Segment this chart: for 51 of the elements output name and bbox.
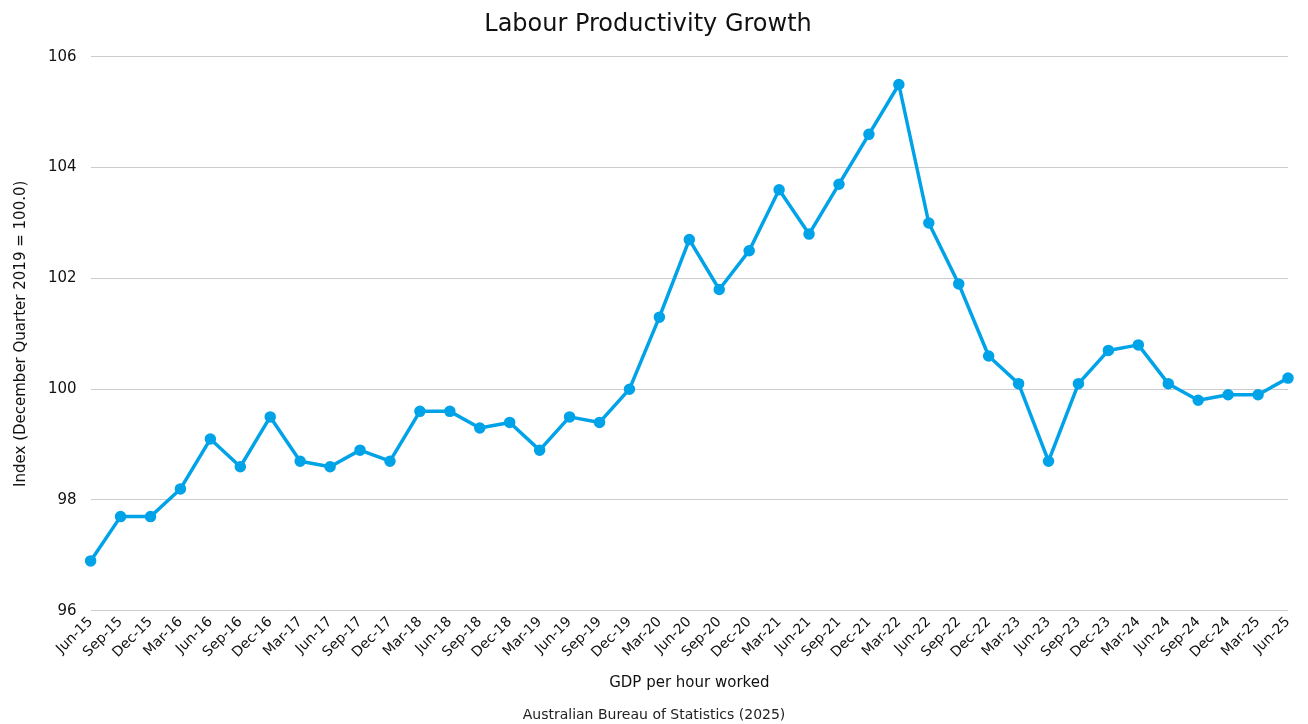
y-tick-label: 100 bbox=[47, 379, 77, 398]
point bbox=[503, 416, 516, 429]
point bbox=[1192, 394, 1204, 407]
y-tick-label: 96 bbox=[57, 600, 77, 619]
y-tick-label: 98 bbox=[57, 489, 77, 508]
point bbox=[324, 461, 336, 473]
point bbox=[563, 411, 576, 423]
point bbox=[773, 184, 785, 196]
point bbox=[713, 283, 725, 296]
point bbox=[204, 433, 217, 445]
point bbox=[1162, 377, 1175, 390]
point bbox=[1282, 372, 1294, 384]
point bbox=[833, 178, 845, 190]
point bbox=[623, 383, 636, 395]
point bbox=[114, 510, 127, 523]
point bbox=[174, 483, 187, 495]
point bbox=[683, 233, 696, 246]
point bbox=[444, 405, 456, 418]
point bbox=[354, 444, 366, 456]
point bbox=[982, 350, 995, 362]
y-axis-title: Index (December Quarter 2019 = 100.0) bbox=[10, 180, 29, 487]
y-tick-label: 102 bbox=[47, 268, 77, 287]
point bbox=[1132, 339, 1145, 351]
point bbox=[414, 405, 426, 418]
point bbox=[234, 461, 247, 473]
chart-title: Labour Productivity Growth bbox=[484, 8, 812, 37]
point bbox=[294, 455, 306, 467]
point bbox=[1252, 388, 1264, 401]
y-tick-label: 104 bbox=[47, 157, 77, 176]
y-tick-label: 106 bbox=[47, 46, 77, 65]
point bbox=[743, 244, 755, 257]
point bbox=[264, 411, 276, 423]
point bbox=[923, 217, 935, 229]
point bbox=[1072, 377, 1085, 390]
text: Australian Bureau of Statistics (2025) bbox=[522, 705, 786, 722]
point bbox=[1012, 377, 1025, 390]
point bbox=[593, 416, 606, 429]
x-axis-title: GDP per hour worked bbox=[609, 672, 770, 691]
point bbox=[863, 128, 875, 141]
point bbox=[84, 555, 97, 567]
point bbox=[952, 278, 965, 290]
point bbox=[384, 455, 396, 467]
point bbox=[533, 444, 546, 456]
point bbox=[803, 228, 815, 240]
point bbox=[893, 78, 905, 91]
point bbox=[1102, 344, 1115, 357]
point bbox=[653, 311, 666, 323]
point bbox=[1222, 388, 1234, 401]
point bbox=[144, 510, 157, 523]
point bbox=[474, 422, 486, 434]
point bbox=[1042, 455, 1055, 467]
